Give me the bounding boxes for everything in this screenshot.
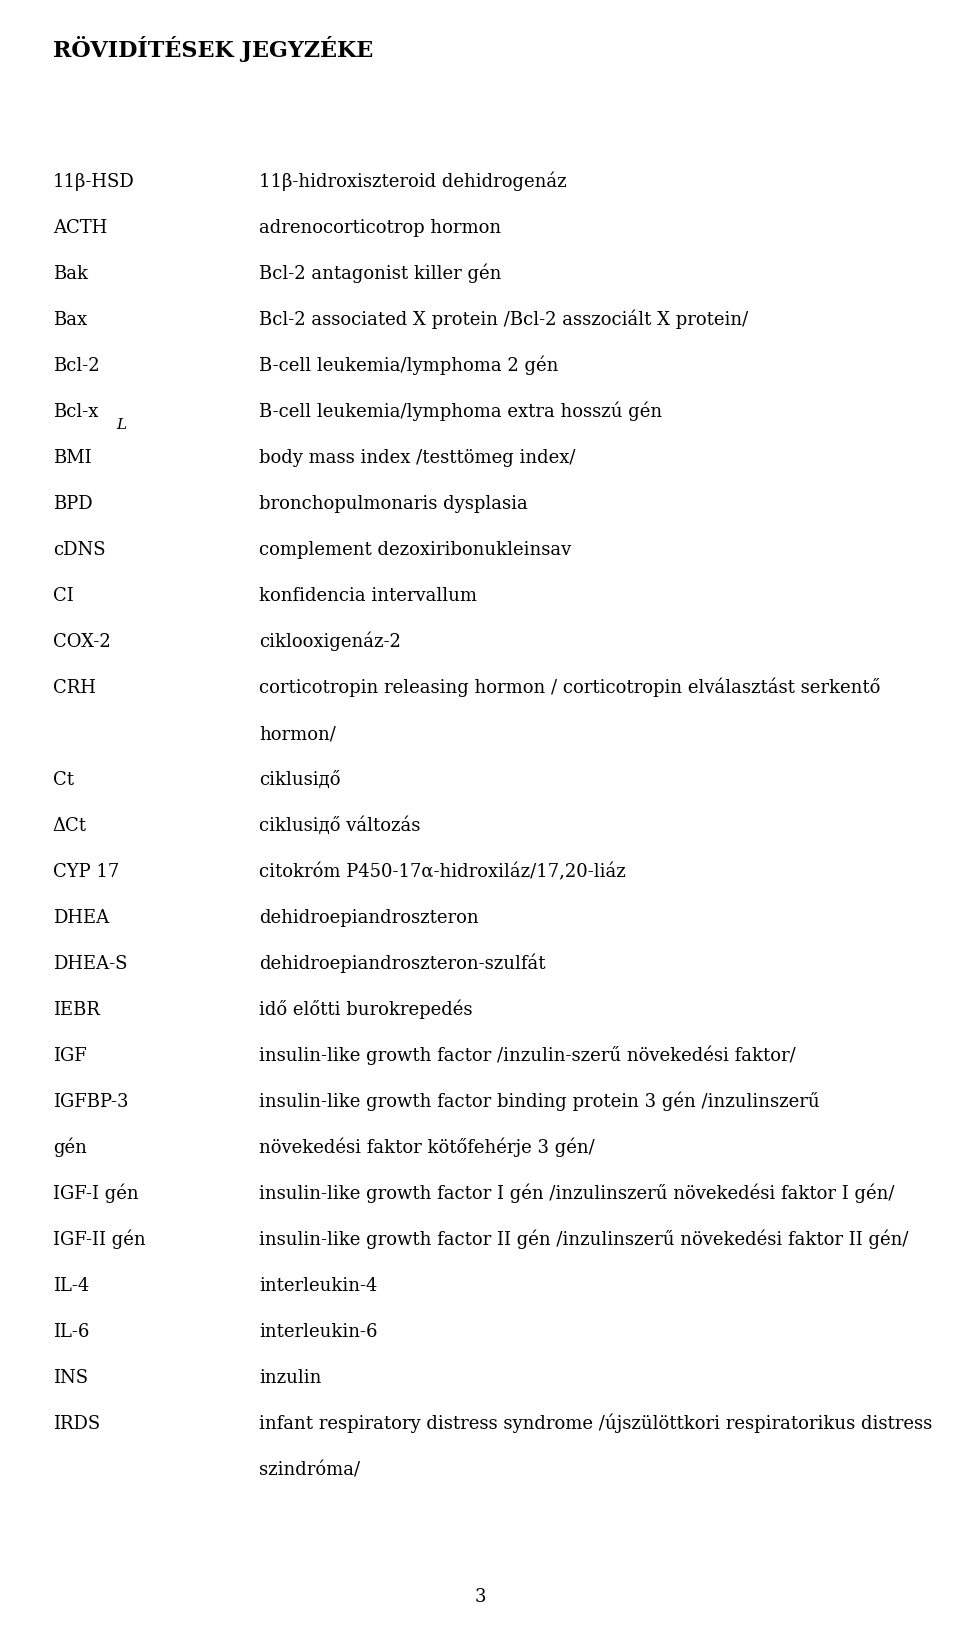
Text: növekedési faktor kötőfehérje 3 gén/: növekedési faktor kötőfehérje 3 gén/	[259, 1138, 595, 1156]
Text: 11β-HSD: 11β-HSD	[53, 173, 134, 191]
Text: Ct: Ct	[53, 771, 74, 789]
Text: ACTH: ACTH	[53, 219, 108, 237]
Text: insulin-like growth factor I gén /inzulinszerű növekedési faktor I gén/: insulin-like growth factor I gén /inzuli…	[259, 1184, 895, 1202]
Text: L: L	[116, 418, 126, 432]
Text: insulin-like growth factor binding protein 3 gén /inzulinszerű: insulin-like growth factor binding prote…	[259, 1092, 820, 1112]
Text: B-cell leukemia/lymphoma 2 gén: B-cell leukemia/lymphoma 2 gén	[259, 356, 559, 376]
Text: IEBR: IEBR	[53, 1001, 100, 1019]
Text: Bcl-2 associated X protein /Bcl-2 asszociált X protein/: Bcl-2 associated X protein /Bcl-2 asszoc…	[259, 310, 749, 329]
Text: ciklooxigenáz-2: ciklooxigenáz-2	[259, 631, 401, 651]
Text: konfidencia intervallum: konfidencia intervallum	[259, 586, 477, 604]
Text: IL-4: IL-4	[53, 1276, 89, 1295]
Text: CRH: CRH	[53, 679, 96, 697]
Text: Bak: Bak	[53, 265, 87, 283]
Text: DHEA-S: DHEA-S	[53, 955, 128, 973]
Text: DHEA: DHEA	[53, 909, 108, 927]
Text: dehidroepiandroszteron-szulfát: dehidroepiandroszteron-szulfát	[259, 954, 545, 973]
Text: CYP 17: CYP 17	[53, 863, 119, 881]
Text: inzulin: inzulin	[259, 1369, 322, 1387]
Text: bronchopulmonaris dysplasia: bronchopulmonaris dysplasia	[259, 496, 528, 512]
Text: body mass index /testtömeg index/: body mass index /testtömeg index/	[259, 450, 576, 468]
Text: gén: gén	[53, 1138, 86, 1156]
Text: citokróm P450-17α-hidroxiláz/17,20-liáz: citokróm P450-17α-hidroxiláz/17,20-liáz	[259, 863, 626, 881]
Text: 3: 3	[474, 1588, 486, 1606]
Text: infant respiratory distress syndrome /újszülöttkori respiratorikus distress: infant respiratory distress syndrome /új…	[259, 1413, 932, 1433]
Text: INS: INS	[53, 1369, 88, 1387]
Text: interleukin-6: interleukin-6	[259, 1323, 377, 1341]
Text: szindróma/: szindróma/	[259, 1461, 360, 1479]
Text: idő előtti burokrepedés: idő előtti burokrepedés	[259, 1000, 472, 1019]
Text: IGFBP-3: IGFBP-3	[53, 1094, 129, 1112]
Text: RÖVIDÍTÉSEK JEGYZÉKE: RÖVIDÍTÉSEK JEGYZÉKE	[53, 36, 373, 63]
Text: complement dezoxiribonukleinsav: complement dezoxiribonukleinsav	[259, 540, 571, 558]
Text: corticotropin releasing hormon / corticotropin elválasztást serkentő: corticotropin releasing hormon / cortico…	[259, 677, 880, 697]
Text: BMI: BMI	[53, 450, 91, 468]
Text: BPD: BPD	[53, 496, 92, 512]
Text: IRDS: IRDS	[53, 1415, 100, 1433]
Text: 11β-hidroxiszteroid dehidrogenáz: 11β-hidroxiszteroid dehidrogenáz	[259, 171, 566, 191]
Text: Bcl-2 antagonist killer gén: Bcl-2 antagonist killer gén	[259, 264, 501, 283]
Text: cDNS: cDNS	[53, 540, 106, 558]
Text: COX-2: COX-2	[53, 632, 110, 651]
Text: Bcl-2: Bcl-2	[53, 357, 100, 376]
Text: hormon/: hormon/	[259, 725, 336, 743]
Text: IGF: IGF	[53, 1047, 86, 1066]
Text: B-cell leukemia/lymphoma extra hosszú gén: B-cell leukemia/lymphoma extra hosszú gé…	[259, 402, 662, 422]
Text: interleukin-4: interleukin-4	[259, 1276, 377, 1295]
Text: insulin-like growth factor II gén /inzulinszerű növekedési faktor II gén/: insulin-like growth factor II gén /inzul…	[259, 1230, 909, 1248]
Text: ciklusiдő változás: ciklusiдő változás	[259, 817, 420, 835]
Text: insulin-like growth factor /inzulin-szerű növekedési faktor/: insulin-like growth factor /inzulin-szer…	[259, 1046, 796, 1066]
Text: ΔCt: ΔCt	[53, 817, 86, 835]
Text: CI: CI	[53, 586, 74, 604]
Text: adrenocorticotrop hormon: adrenocorticotrop hormon	[259, 219, 501, 237]
Text: IL-6: IL-6	[53, 1323, 89, 1341]
Text: IGF-II gén: IGF-II gén	[53, 1230, 145, 1248]
Text: Bax: Bax	[53, 311, 87, 329]
Text: IGF-I gén: IGF-I gén	[53, 1184, 138, 1202]
Text: Bcl-x: Bcl-x	[53, 404, 98, 422]
Text: dehidroepiandroszteron: dehidroepiandroszteron	[259, 909, 479, 927]
Text: ciklusiдő: ciklusiдő	[259, 771, 341, 789]
